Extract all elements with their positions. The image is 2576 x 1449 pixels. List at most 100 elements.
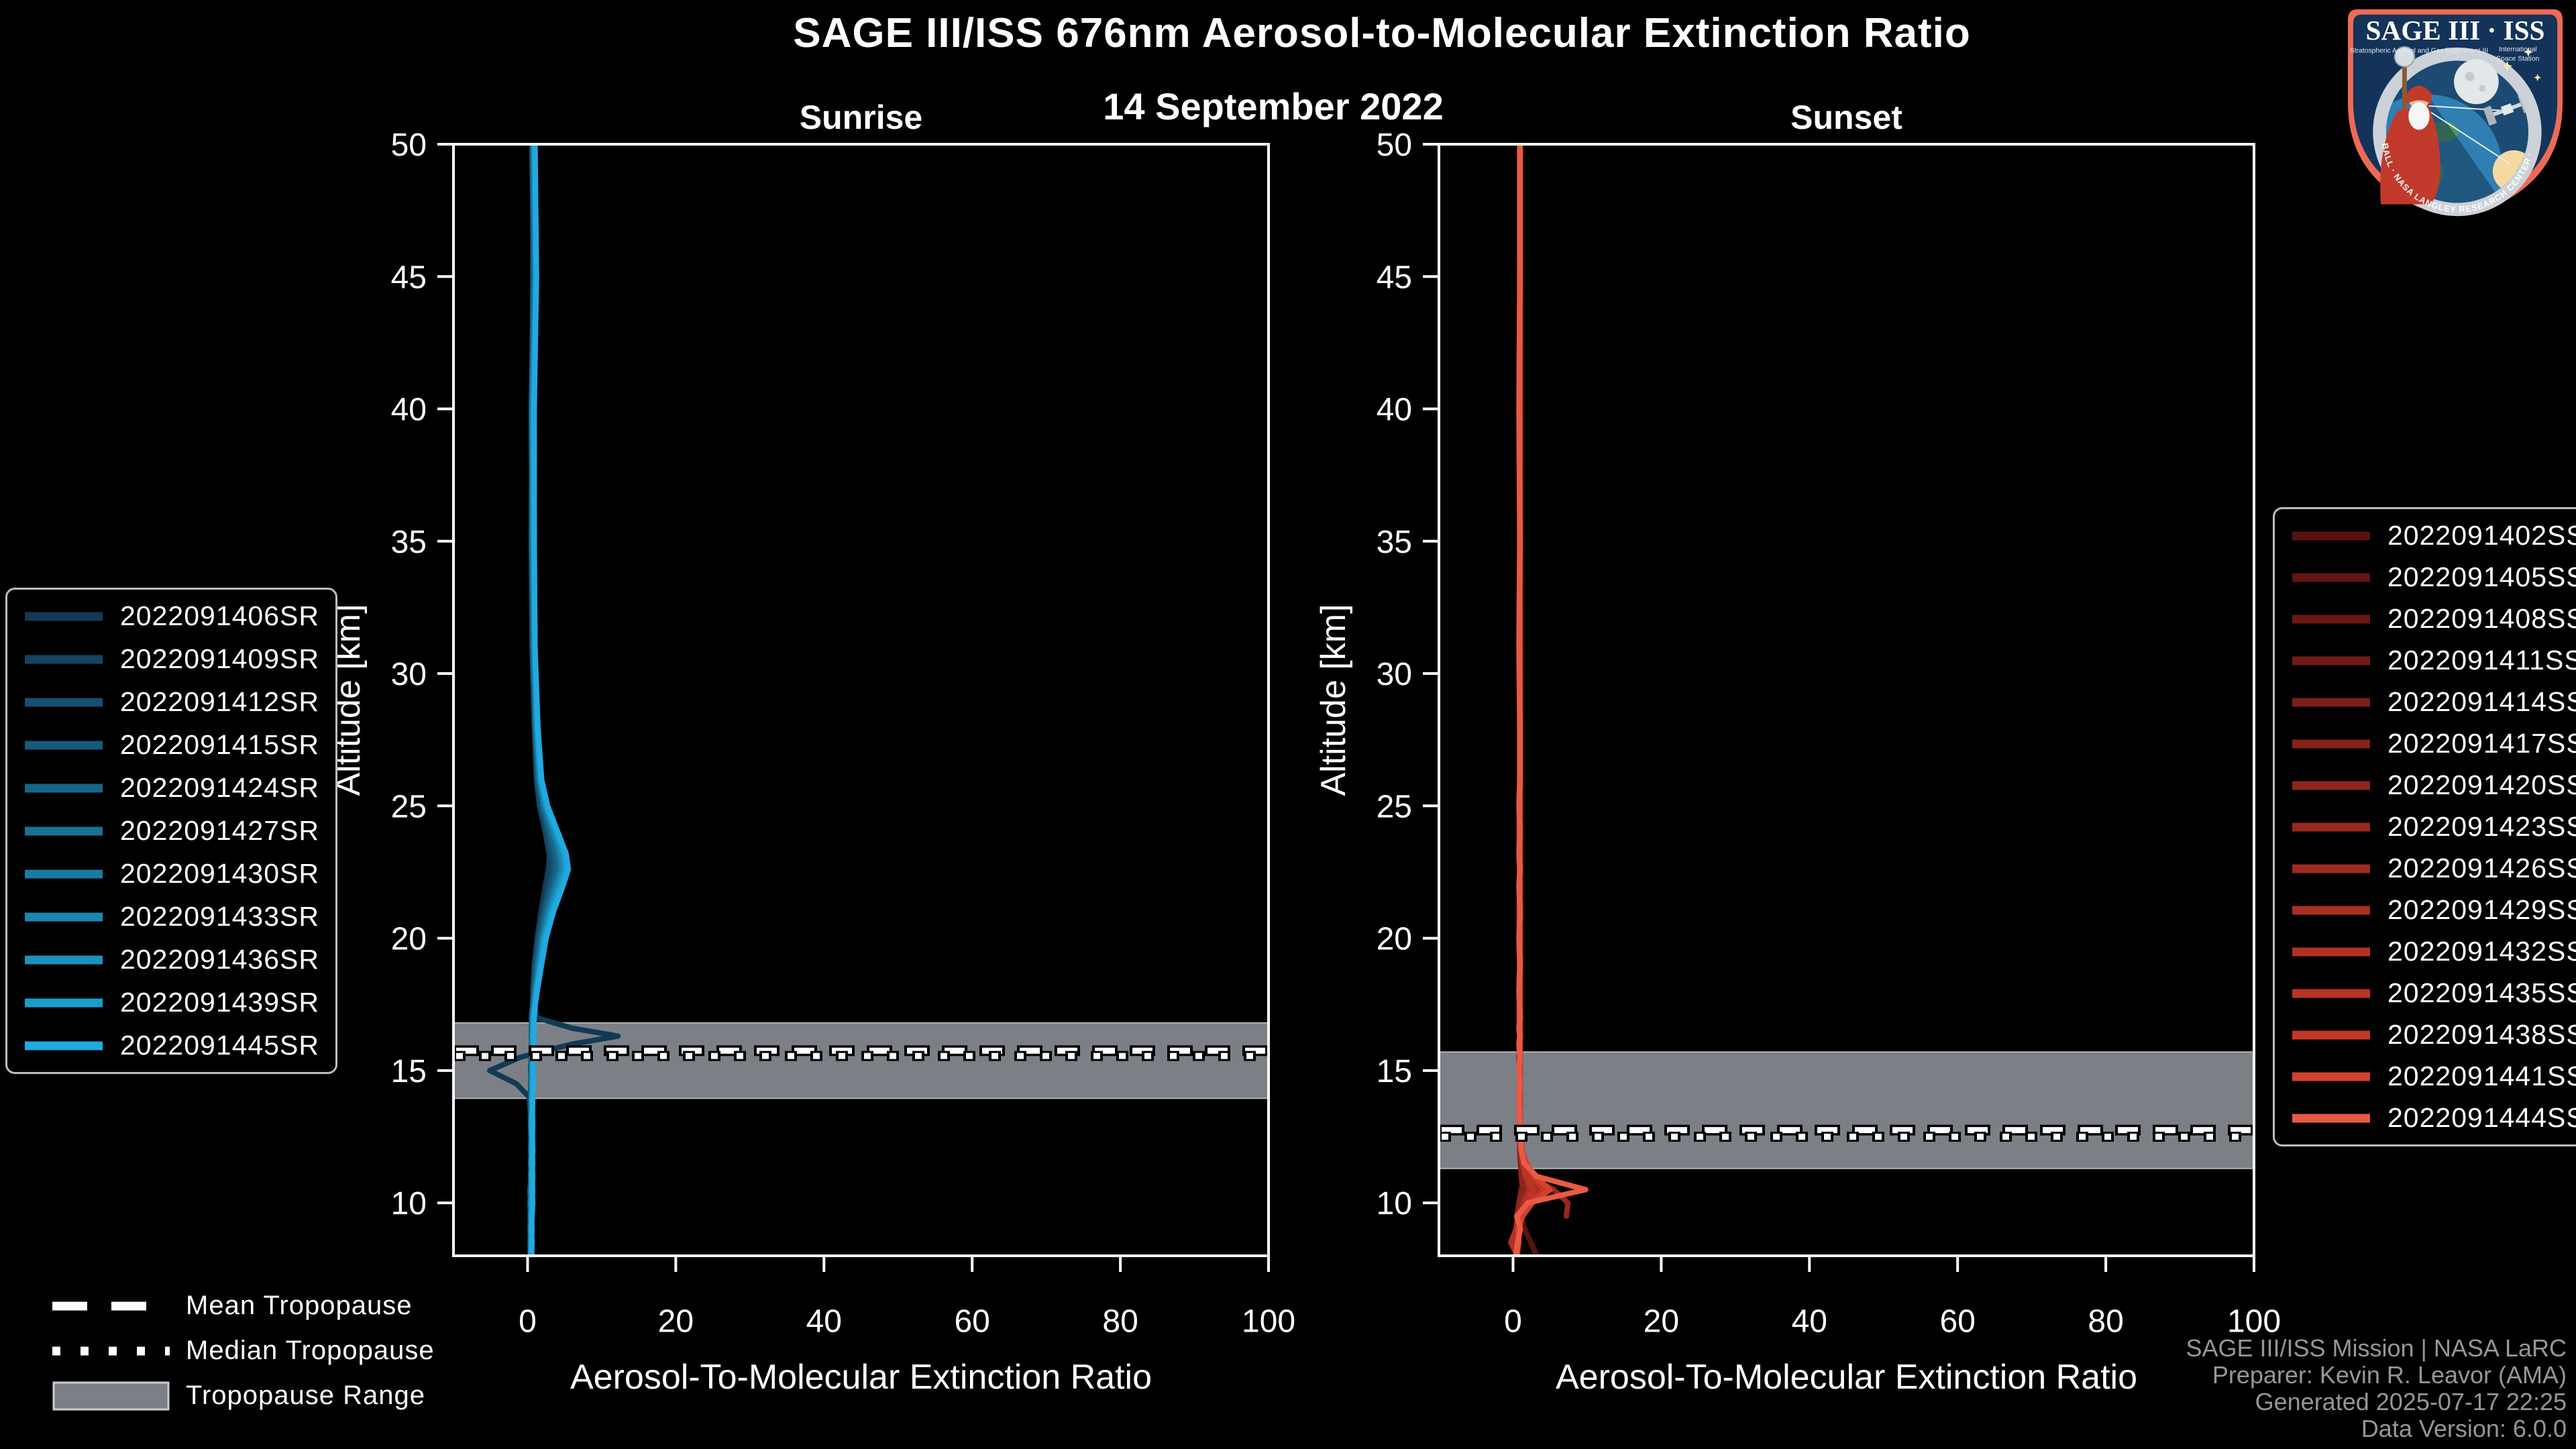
- y-tick-label: 20: [1377, 922, 1412, 957]
- legend-line-swatch: [2292, 531, 2370, 540]
- x-tick-label: 100: [2227, 1304, 2281, 1340]
- moon-crater: [2479, 85, 2486, 92]
- legend-label: 2022091420SS: [2387, 769, 2576, 800]
- tropopause-legend-item: Tropopause Range: [52, 1381, 435, 1411]
- page-title: SAGE III/ISS 676nm Aerosol-to-Molecular …: [793, 10, 1971, 56]
- legend-label: 2022091402SS: [2387, 520, 2576, 551]
- legend-label: 2022091408SS: [2387, 603, 2576, 634]
- y-tick-label: 25: [391, 789, 427, 824]
- legend-line-swatch: [25, 784, 103, 792]
- legend-line-swatch: [25, 698, 103, 706]
- x-tick-label: 0: [1504, 1304, 1522, 1340]
- tropopause-legend: Mean Tropopause Median Tropopause Tropopau…: [52, 1291, 435, 1411]
- x-tick-label: 40: [1792, 1304, 1827, 1340]
- legend-item: 2022091420SS: [2291, 769, 2576, 801]
- patch-swatch: [52, 1381, 170, 1410]
- x-tick-label: 0: [519, 1304, 537, 1340]
- patch-ring: [2373, 47, 2542, 217]
- tropopause-legend-label: Mean Tropopause: [186, 1291, 413, 1320]
- legend-label: 2022091406SR: [120, 600, 319, 631]
- legend-item: 2022091427SR: [23, 815, 319, 847]
- legend-line-swatch: [25, 869, 103, 878]
- legend-line-swatch: [25, 912, 103, 921]
- y-tick-label: 20: [391, 922, 427, 957]
- legend-item: 2022091405SS: [2291, 561, 2576, 593]
- x-tick-label: 60: [1939, 1304, 1975, 1340]
- profile-line-2022091445SR: [529, 144, 572, 1256]
- legend-item: 2022091411SS: [2291, 645, 2576, 676]
- y-tick-label: 40: [391, 392, 427, 428]
- legend-item: 2022091429SS: [2291, 894, 2576, 926]
- logo-subtitle-right-2: Space Station: [2496, 55, 2539, 62]
- legend-line-swatch: [25, 826, 103, 835]
- legend-item: 2022091412SR: [23, 686, 319, 718]
- y-tick-label: 10: [391, 1186, 427, 1222]
- legend-label: 2022091414SS: [2387, 686, 2576, 717]
- legend-item: 2022091445SR: [23, 1030, 319, 1061]
- legend-item: 2022091435SS: [2291, 977, 2576, 1009]
- legend-item: 2022091414SS: [2291, 686, 2576, 718]
- legend-item: 2022091439SR: [23, 987, 319, 1018]
- legend-item: 2022091441SS: [2291, 1061, 2576, 1092]
- legend-label: 2022091426SS: [2387, 853, 2576, 883]
- legend-label: 2022091412SR: [120, 686, 319, 717]
- legend-item: 2022091438SS: [2291, 1019, 2576, 1051]
- legend-line-swatch: [2292, 906, 2370, 914]
- legend-line-swatch: [2292, 864, 2370, 873]
- x-axis-label: Aerosol-To-Molecular Extinction Ratio: [570, 1358, 1152, 1397]
- legend-label: 2022091409SR: [120, 643, 319, 674]
- date-subtitle: 14 September 2022: [1103, 85, 1444, 127]
- x-tick-label: 40: [806, 1304, 842, 1340]
- legend-label: 2022091427SR: [120, 815, 319, 846]
- dashed-swatch: [52, 1301, 170, 1310]
- x-tick-label: 100: [1242, 1304, 1295, 1340]
- y-tick-label: 25: [1377, 789, 1412, 824]
- y-tick-label: 40: [1377, 392, 1412, 428]
- y-tick-label: 15: [1377, 1054, 1412, 1089]
- legend-line-swatch: [2292, 573, 2370, 582]
- legend-label: 2022091411SS: [2387, 645, 2576, 676]
- attribution-line: Preparer: Kevin R. Leavor (AMA): [2212, 1361, 2567, 1389]
- y-tick-label: 35: [391, 525, 427, 560]
- moon: [2454, 59, 2499, 105]
- legend-line-swatch: [25, 998, 103, 1007]
- legend-line-swatch: [2292, 698, 2370, 706]
- legend-label: 2022091438SS: [2387, 1019, 2576, 1050]
- father-time-figure: [2380, 46, 2440, 205]
- x-tick-label: 80: [1102, 1304, 1138, 1340]
- tropopause-legend-label: Tropopause Range: [186, 1381, 425, 1410]
- legend-line-swatch: [2292, 822, 2370, 831]
- logo-title: SAGE III · ISS: [2366, 15, 2545, 46]
- logo-subtitle-right-1: International: [2499, 46, 2537, 54]
- tropopause-legend-label: Median Tropopause: [186, 1336, 435, 1365]
- moon-crater: [2465, 72, 2475, 81]
- x-tick-label: 20: [1644, 1304, 1679, 1340]
- y-tick-label: 50: [391, 127, 427, 163]
- axes-frame: [452, 143, 1270, 1257]
- mission-patch-logo: SAGE III · ISS Stratospheric Aerosol and…: [2338, 0, 2571, 223]
- legend-label: 2022091429SS: [2387, 894, 2576, 925]
- attribution-line: Generated 2025-07-17 22:25: [2255, 1388, 2567, 1415]
- legend-label: 2022091444SS: [2387, 1102, 2576, 1133]
- legend-line-swatch: [2292, 1072, 2370, 1081]
- sunset-panel: 0 20 40 60 80 100 10 15 20 25 30 35 40 45 50 Aerosol-To…: [1314, 99, 2281, 1397]
- legend-line-swatch: [2292, 739, 2370, 748]
- legend-line-swatch: [2292, 1030, 2370, 1039]
- legend-item: 2022091406SR: [23, 600, 319, 632]
- legend-label: 2022091415SR: [120, 729, 319, 760]
- legend-item: 2022091444SS: [2291, 1102, 2576, 1134]
- attribution-line: Data Version: 6.0.0: [2361, 1415, 2567, 1442]
- legend-item: 2022091424SR: [23, 772, 319, 804]
- legend-item: 2022091436SR: [23, 944, 319, 975]
- star-icon: [2502, 47, 2542, 82]
- legend-label: 2022091405SS: [2387, 561, 2576, 592]
- x-tick-label: 20: [658, 1304, 694, 1340]
- panel-title-sunrise: Sunrise: [800, 99, 922, 136]
- y-tick-label: 45: [1377, 260, 1412, 295]
- legend-line-swatch: [25, 612, 103, 621]
- logo-subtitle-left: Stratospheric Aerosol and Gas Experiment…: [2350, 48, 2488, 55]
- legend-label: 2022091445SR: [120, 1030, 319, 1061]
- x-tick-label: 60: [954, 1304, 989, 1340]
- tropopause-legend-item: Median Tropopause: [52, 1336, 435, 1366]
